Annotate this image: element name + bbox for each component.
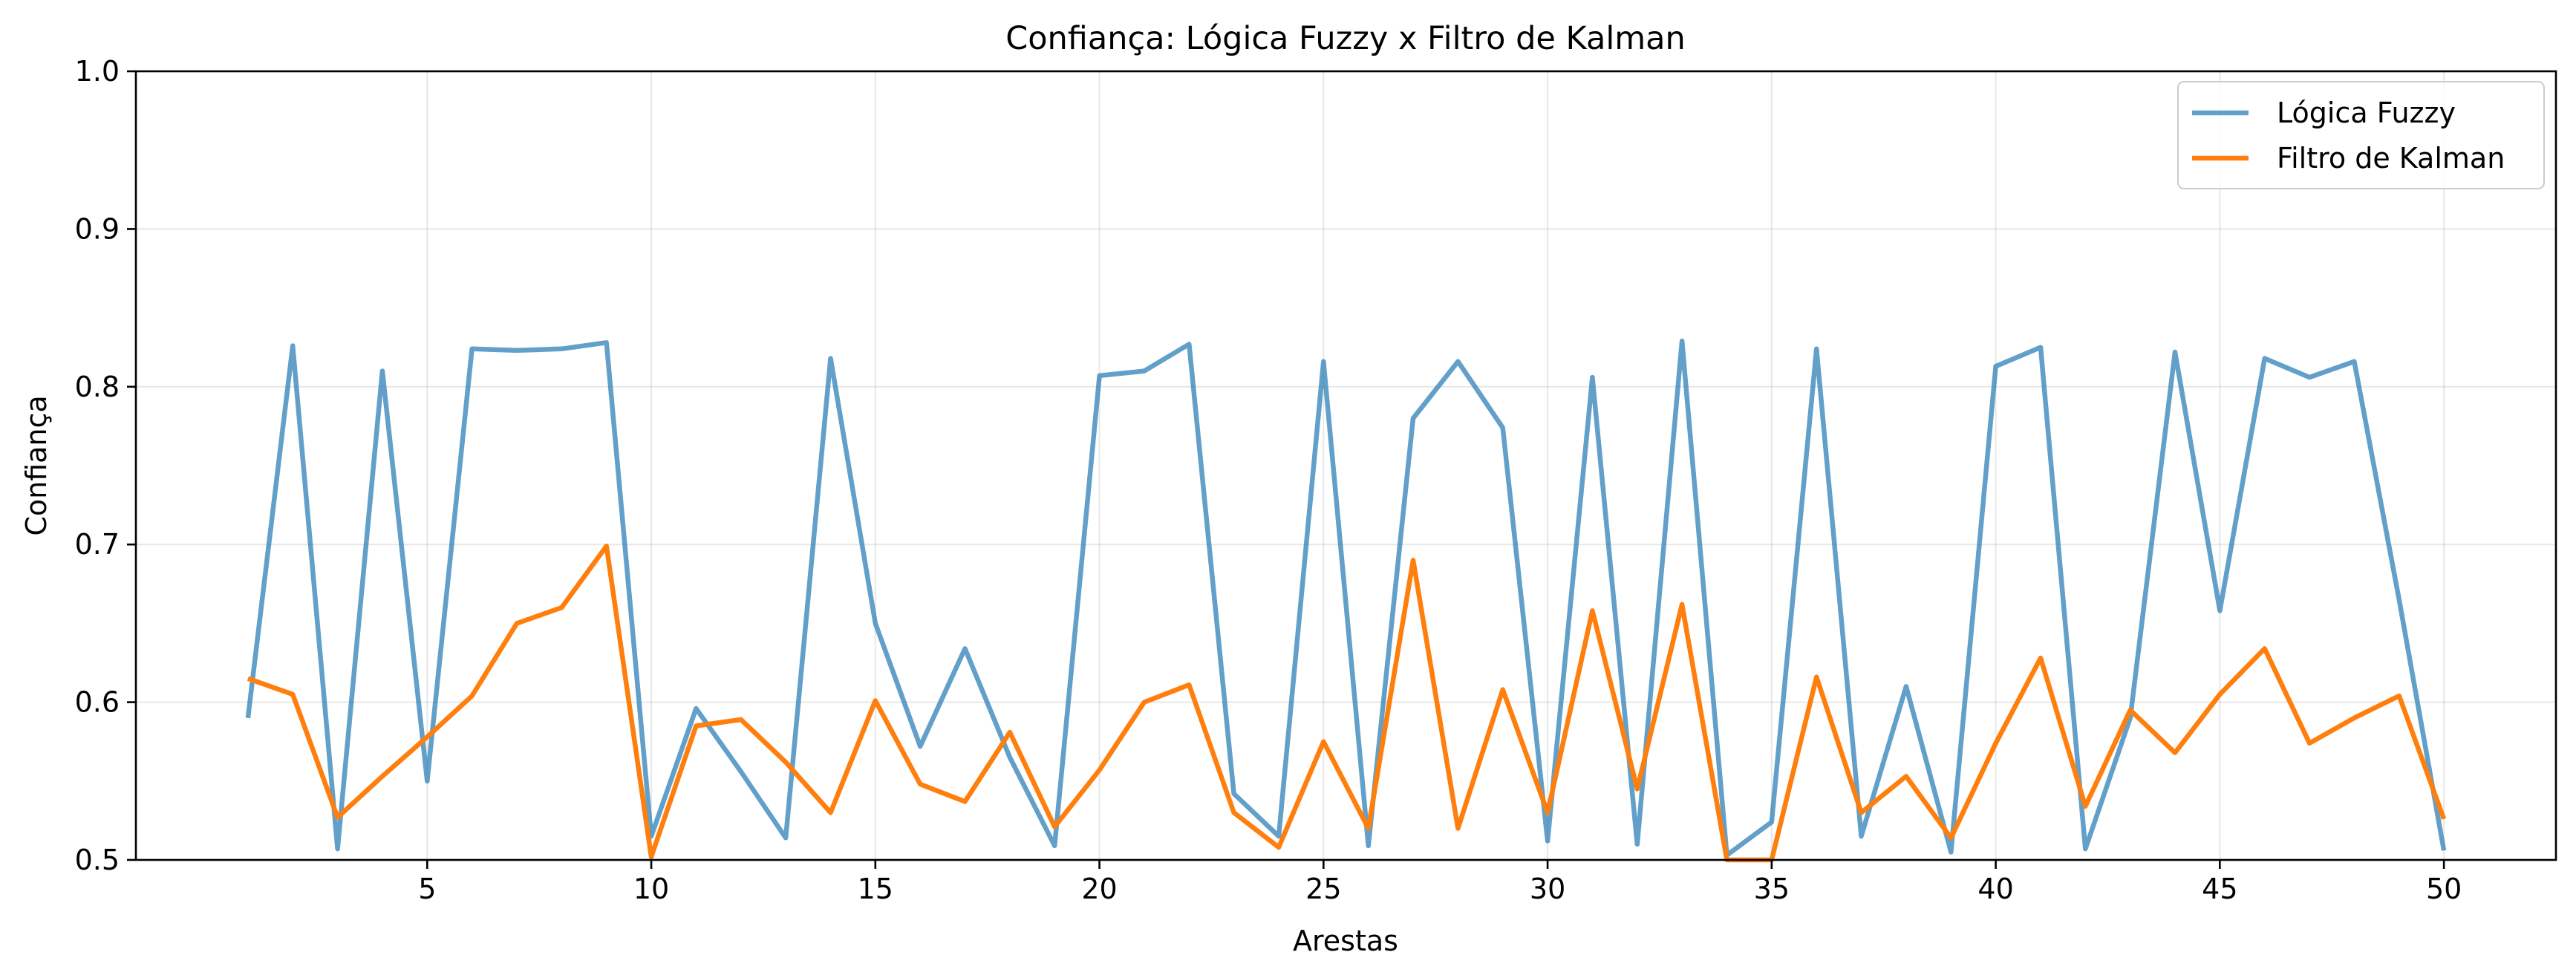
x-tick-label: 40 [1977, 873, 2013, 905]
y-tick-label: 0.5 [75, 844, 120, 876]
chart-title: Confiança: Lógica Fuzzy x Filtro de Kalm… [1005, 20, 1686, 57]
x-tick-label: 10 [633, 873, 669, 905]
y-tick-label: 0.8 [75, 371, 120, 403]
axis-ticks: 5 10 15 20 25 30 35 40 45 50 0.5 0.6 0.7 0.8 0.9 1.0 [75, 55, 2462, 905]
legend-label-kalman: Filtro de Kalman [2277, 142, 2505, 175]
x-tick-label: 5 [418, 873, 436, 905]
series-lines [245, 338, 2447, 863]
x-tick-label: 35 [1754, 873, 1790, 905]
plot-frame [134, 70, 2557, 861]
y-axis-label: Confiança [20, 395, 53, 535]
x-tick-label: 20 [1081, 873, 1117, 905]
y-tick-label: 1.0 [75, 55, 120, 88]
x-tick-label: 15 [858, 873, 893, 905]
series-line-kalman [247, 544, 2447, 863]
y-tick-label: 0.7 [75, 528, 120, 561]
legend-box [2177, 81, 2545, 189]
y-tick-label: 0.6 [75, 686, 120, 719]
x-tick-label: 25 [1305, 873, 1341, 905]
x-tick-label: 30 [1530, 873, 1565, 905]
series-line-fuzzy [245, 338, 2447, 858]
y-tick-label: 0.9 [75, 212, 120, 245]
x-axis-label: Arestas [1293, 925, 1398, 957]
legend-label-fuzzy: Lógica Fuzzy [2277, 97, 2456, 129]
x-tick-label: 45 [2202, 873, 2237, 905]
legend: Lógica Fuzzy Filtro de Kalman [2177, 81, 2545, 189]
x-tick-label: 50 [2426, 873, 2462, 905]
